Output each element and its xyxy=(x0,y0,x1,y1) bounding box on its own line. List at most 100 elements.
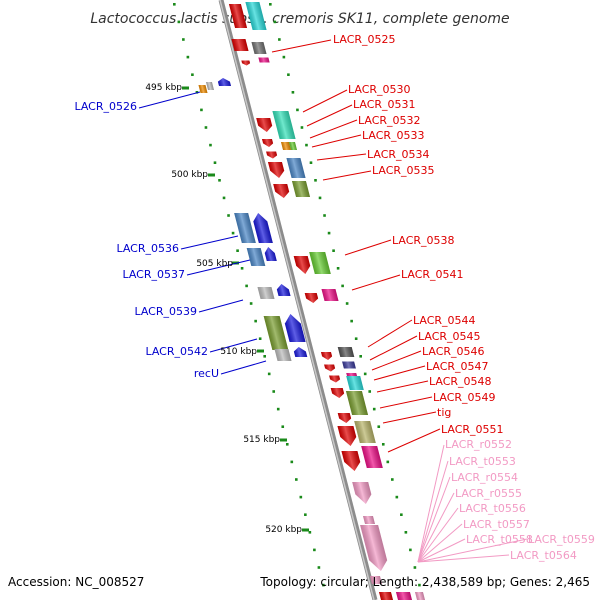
leader-line xyxy=(379,396,433,409)
gene-label[interactable]: LACR_t0556 xyxy=(459,502,526,515)
leader-line xyxy=(306,104,353,127)
gene-feature xyxy=(234,213,256,243)
gene-arrow-shade xyxy=(264,247,277,261)
kbp-label: 520 kbp xyxy=(265,525,302,535)
gene-label[interactable]: LACR_0525 xyxy=(333,33,396,46)
gene-label[interactable]: LACR_r0552 xyxy=(445,438,512,451)
tick-dot xyxy=(272,390,276,393)
gene-box-shade xyxy=(354,421,376,443)
gene-feature xyxy=(241,60,251,66)
tick-dot xyxy=(327,231,331,235)
gene-box-shade xyxy=(228,4,248,28)
gene-box-shade xyxy=(342,361,356,369)
genome-summary-text: Topology: circular; Length: 2,438,589 bp… xyxy=(259,575,590,589)
gene-box-shade xyxy=(345,391,369,415)
tick-dot xyxy=(273,20,277,24)
gene-box-shade xyxy=(234,213,256,243)
gene-label[interactable]: LACR_0545 xyxy=(418,330,481,343)
gene-label[interactable]: LACR_0549 xyxy=(433,391,496,404)
label-leaders xyxy=(138,39,528,563)
gene-label[interactable]: LACR_t0564 xyxy=(510,549,577,562)
gene-label[interactable]: LACR_t0558 xyxy=(466,533,533,546)
gene-label[interactable]: LACR_0531 xyxy=(353,98,416,111)
gene-arrow-shade xyxy=(241,60,251,66)
tick-dot xyxy=(336,267,340,270)
tick-dot xyxy=(290,460,294,464)
gene-feature xyxy=(280,142,292,150)
gene-box-shade xyxy=(245,2,267,30)
tick-dot xyxy=(282,55,286,59)
tick-dot xyxy=(400,513,403,516)
gene-feature xyxy=(346,376,364,390)
gene-label[interactable]: LACR_0551 xyxy=(441,423,504,436)
tick-dot xyxy=(323,214,326,217)
gene-label[interactable]: tig xyxy=(437,406,451,419)
tick-dot xyxy=(386,460,390,464)
gene-feature xyxy=(309,252,331,274)
gene-label[interactable]: LACR_0530 xyxy=(348,83,411,96)
tick-dot xyxy=(313,548,316,552)
gene-feature xyxy=(264,247,277,261)
gene-label[interactable]: LACR_0536 xyxy=(116,242,179,255)
gene-box-shade xyxy=(286,158,306,178)
gene-box-shade xyxy=(246,248,266,266)
kbp-label: 500 kbp xyxy=(171,170,208,180)
gene-feature xyxy=(258,57,270,63)
gene-label[interactable]: LACR_0538 xyxy=(392,234,455,247)
gene-label[interactable]: LACR_0537 xyxy=(122,268,185,281)
tick-dot xyxy=(418,583,421,587)
gene-feature xyxy=(320,352,333,360)
tick-dot xyxy=(299,495,303,499)
gene-box-shade xyxy=(337,347,355,357)
major-tick xyxy=(182,86,189,90)
gene-label[interactable]: LACR_r0555 xyxy=(455,487,522,500)
gene-feature xyxy=(360,525,388,571)
gene-feature xyxy=(378,592,394,600)
gene-label[interactable]: LACR_t0559 xyxy=(528,533,595,546)
tick-dot xyxy=(218,179,221,182)
leader-line xyxy=(417,554,510,563)
gene-label[interactable]: LACR_0541 xyxy=(401,268,464,281)
gene-label[interactable]: LACR_t0557 xyxy=(463,518,530,531)
gene-arrow-shade xyxy=(276,284,291,296)
gene-label[interactable]: LACR_0542 xyxy=(145,345,208,358)
leader-line xyxy=(417,523,463,563)
gene-label[interactable]: LACR_r0554 xyxy=(451,471,518,484)
gene-box-shade xyxy=(291,181,311,197)
gene-label[interactable]: LACR_0535 xyxy=(372,164,435,177)
tick-tracks xyxy=(173,3,421,587)
gene-label[interactable]: recU xyxy=(194,367,219,380)
major-tick xyxy=(208,173,215,177)
tick-dot xyxy=(395,495,399,499)
tick-dot xyxy=(354,337,358,340)
tick-dot xyxy=(391,478,394,481)
gene-label[interactable]: LACR_0533 xyxy=(362,129,425,142)
accession-text: Accession: NC_008527 xyxy=(8,575,144,589)
tick-dot xyxy=(258,337,262,340)
gene-label[interactable]: LACR_0532 xyxy=(358,114,421,127)
genome-backbone xyxy=(218,0,378,600)
gene-box-shade xyxy=(346,376,364,390)
tick-dot xyxy=(245,284,248,288)
gene-arrow-shade xyxy=(267,162,285,178)
gene-label[interactable]: LACR_0534 xyxy=(367,148,430,161)
tick-dot xyxy=(177,20,181,24)
gene-label[interactable]: LACR_0546 xyxy=(422,345,485,358)
gene-box-shade xyxy=(205,82,215,90)
tick-dot xyxy=(300,126,304,129)
gene-label[interactable]: LACR_0548 xyxy=(429,375,492,388)
tick-dot xyxy=(350,319,353,323)
gene-label[interactable]: LACR_t0553 xyxy=(449,455,516,468)
gene-arrow-shade xyxy=(293,256,311,274)
tick-dot xyxy=(308,531,312,534)
gene-feature xyxy=(198,85,208,93)
gene-label[interactable]: LACR_0547 xyxy=(426,360,489,373)
gene-label[interactable]: LACR_0544 xyxy=(413,314,476,327)
gene-label[interactable]: LACR_0539 xyxy=(134,305,197,318)
tick-dot xyxy=(204,126,208,129)
genome-backbone-highlight xyxy=(219,0,375,600)
gene-feature xyxy=(337,413,352,423)
gene-label[interactable]: LACR_0526 xyxy=(74,100,137,113)
gene-feature xyxy=(341,451,361,471)
